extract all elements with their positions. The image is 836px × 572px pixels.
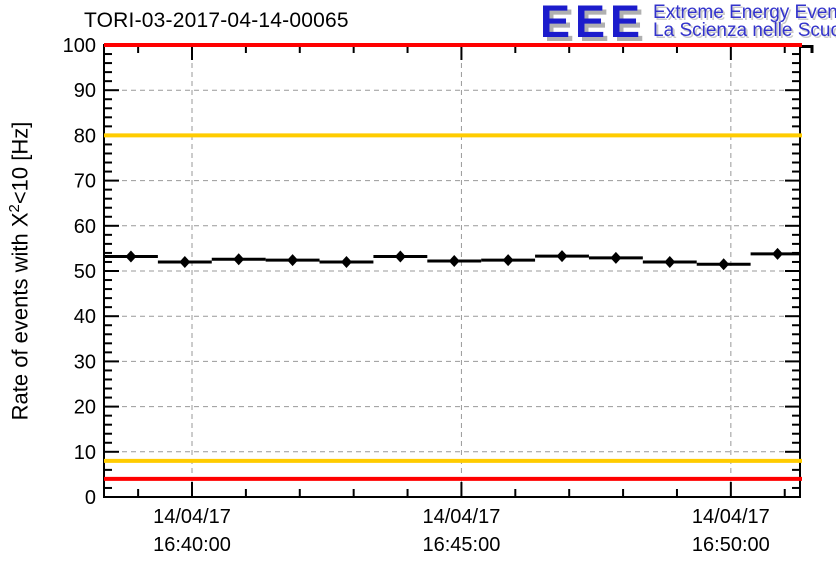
threshold-lines	[104, 43, 802, 481]
axis-ticks	[104, 44, 800, 498]
y-tick-label: 90	[74, 80, 96, 102]
eee-logo-line1: Extreme Energy Events	[653, 2, 836, 23]
x-tick-labels: 14/04/17 16:40:00 14/04/17 16:45:00 14/04/17…	[153, 506, 770, 556]
x-tick-label-time: 16:45:00	[423, 534, 501, 556]
y-tick-label: 80	[74, 125, 96, 147]
data-series	[104, 247, 800, 271]
data-point-marker	[664, 255, 676, 268]
data-point-marker	[125, 250, 137, 263]
eee-logo-letters: EEE	[540, 0, 646, 47]
y-tick-label: 70	[74, 171, 96, 193]
data-point-marker	[610, 251, 622, 264]
gridlines	[104, 45, 800, 497]
eee-logo-line2: La Scienza nelle Scuole	[653, 20, 836, 41]
y-tick-label: 60	[74, 216, 96, 238]
x-tick-label-date: 14/04/17	[153, 506, 231, 528]
y-tick-label: 0	[85, 487, 96, 509]
data-point-marker	[448, 255, 460, 268]
y-tick-label: 50	[74, 261, 96, 283]
x-tick-label-time: 16:40:00	[153, 534, 231, 556]
data-point-marker	[340, 255, 352, 268]
y-tick-label: 30	[74, 351, 96, 373]
data-point-marker	[179, 255, 191, 268]
frame-corner-mark	[799, 45, 814, 53]
y-tick-label: 20	[74, 397, 96, 419]
data-point-marker	[394, 250, 406, 263]
y-tick-label: 10	[74, 442, 96, 464]
data-point-marker	[772, 247, 784, 260]
data-point-marker	[718, 258, 730, 271]
plot-title: TORI-03-2017-04-14-00065	[84, 9, 349, 32]
data-point-marker	[556, 250, 568, 263]
plot-frame	[103, 44, 801, 498]
x-tick-label-date: 14/04/17	[423, 506, 501, 528]
data-point-marker	[502, 254, 514, 267]
x-tick-label-date: 14/04/17	[692, 506, 770, 528]
eee-logo-text: Extreme Energy Events La Scienza nelle S…	[653, 2, 836, 41]
x-tick-label-time: 16:50:00	[692, 534, 770, 556]
y-tick-label: 40	[74, 306, 96, 328]
y-tick-labels: 0 10 20 30 40 50 60 70 80 90 100	[63, 35, 96, 509]
y-tick-label: 100	[63, 35, 96, 57]
data-point-marker	[287, 254, 299, 267]
eee-logo: EEE Extreme Energy Events La Scienza nel…	[540, 0, 836, 47]
data-point-marker	[233, 253, 245, 266]
